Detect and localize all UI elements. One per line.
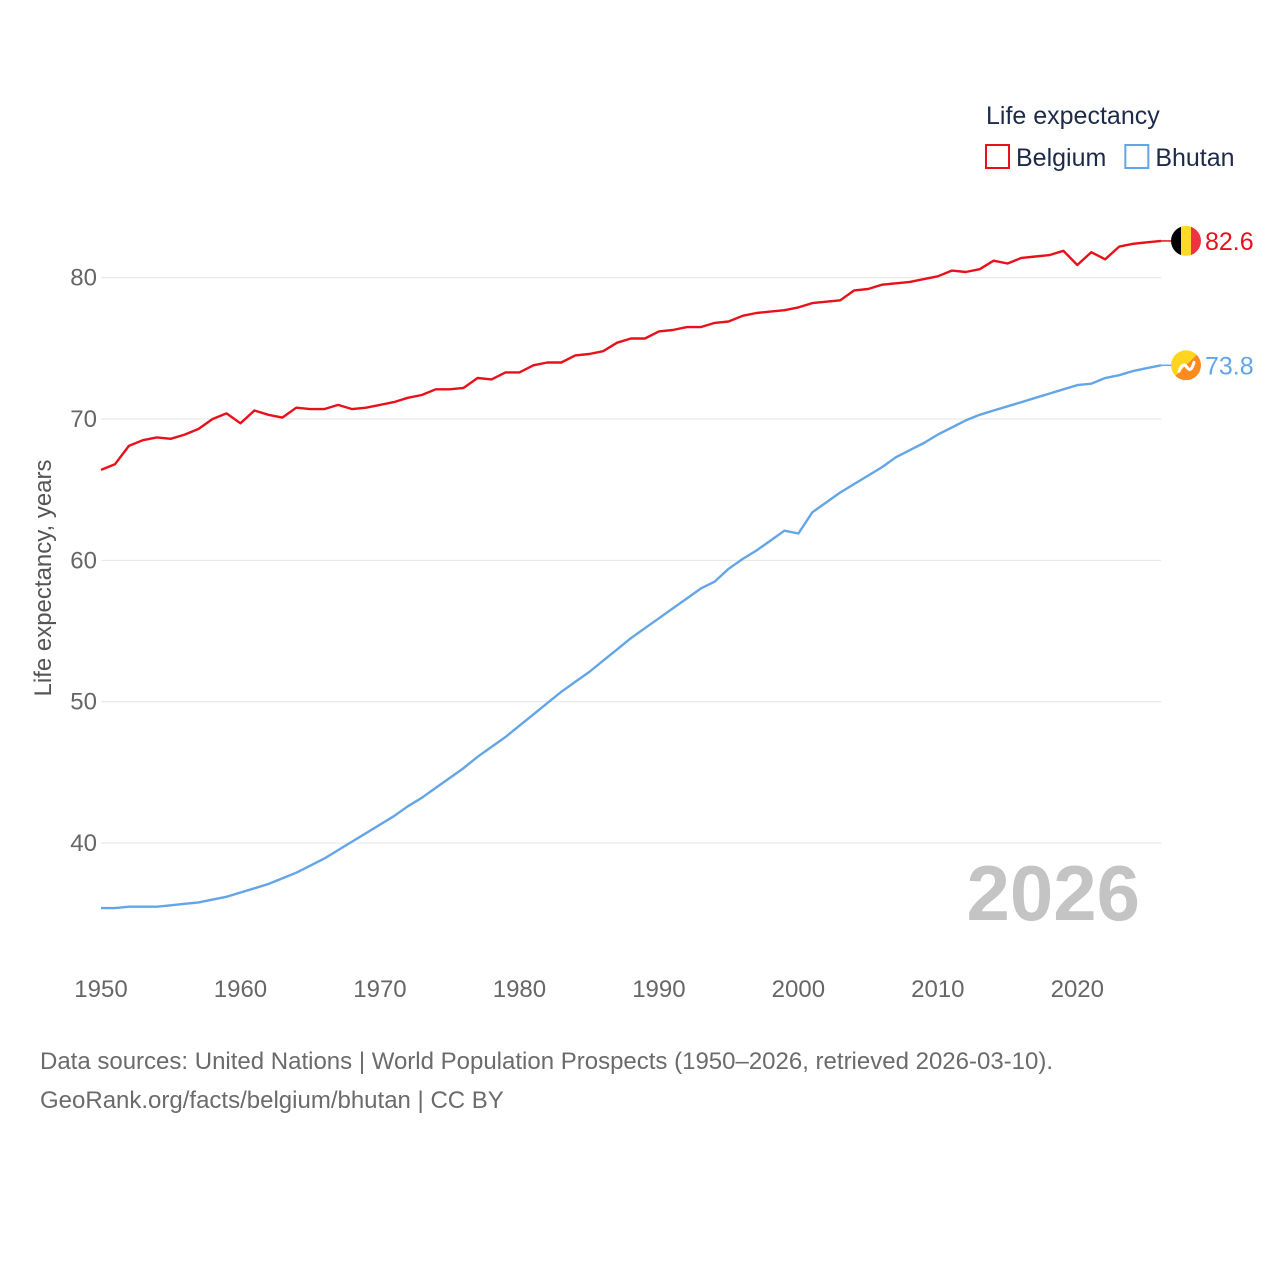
y-tick-label: 70 (70, 406, 97, 433)
series-line-bhutan (101, 364, 1162, 910)
flag-stripe-yellow (1181, 225, 1191, 256)
y-axis-label: Life expectancy, years (30, 459, 57, 696)
y-tick-label: 50 (70, 689, 97, 716)
attribution-text[interactable]: GeoRank.org/facts/belgium/bhutan | CC BY (40, 1087, 504, 1114)
legend-swatch-bhutan (1124, 144, 1150, 169)
flag-stripe-black (1171, 225, 1181, 256)
series-lines (100, 239, 1162, 910)
x-tick-label: 2000 (772, 976, 825, 1003)
legend-label-bhutan: Bhutan (1155, 144, 1234, 172)
flag-dragon (1177, 360, 1196, 373)
legend-item-bhutan[interactable]: Bhutan (1124, 144, 1235, 172)
x-tick-label: 2010 (911, 976, 964, 1003)
y-tick-label: 80 (70, 265, 97, 292)
x-tick-label: 1990 (632, 976, 685, 1003)
x-tick-label: 1980 (493, 976, 546, 1003)
belgium-flag-icon (1171, 225, 1201, 256)
flag-fields (1171, 350, 1201, 381)
legend[interactable]: Belgium Bhutan (985, 144, 1235, 172)
y-tick-label: 40 (70, 830, 97, 857)
end-value-belgium: 82.6 (1205, 228, 1254, 256)
legend-title: Life expectancy (986, 102, 1160, 130)
y-tick-label: 60 (70, 547, 97, 574)
series-end-labels: 82.6 73.8 (1161, 225, 1254, 381)
x-tick-label: 2020 (1051, 976, 1104, 1003)
x-tick-label: 1950 (74, 976, 127, 1003)
gridlines (101, 277, 1161, 844)
year-label: 2026 (966, 849, 1140, 937)
axis-ticks: 40 50 60 70 80 1950 1960 1970 1980 1990 2000 2010 20… (70, 265, 1104, 1003)
x-tick-label: 1960 (214, 976, 267, 1003)
legend-item-belgium[interactable]: Belgium (985, 144, 1106, 172)
end-value-bhutan: 73.8 (1205, 352, 1254, 380)
data-source-text: Data sources: United Nations | World Pop… (40, 1048, 1054, 1075)
x-tick-label: 1970 (353, 976, 406, 1003)
legend-swatch-belgium (985, 144, 1010, 169)
flag-stripes (1171, 225, 1201, 256)
bhutan-flag-icon (1171, 350, 1201, 381)
footer: Data sources: United Nations | World Pop… (40, 1042, 1260, 1120)
series-line-belgium (100, 239, 1162, 472)
flag-stripe-red (1191, 225, 1201, 256)
legend-label-belgium: Belgium (1016, 144, 1106, 172)
